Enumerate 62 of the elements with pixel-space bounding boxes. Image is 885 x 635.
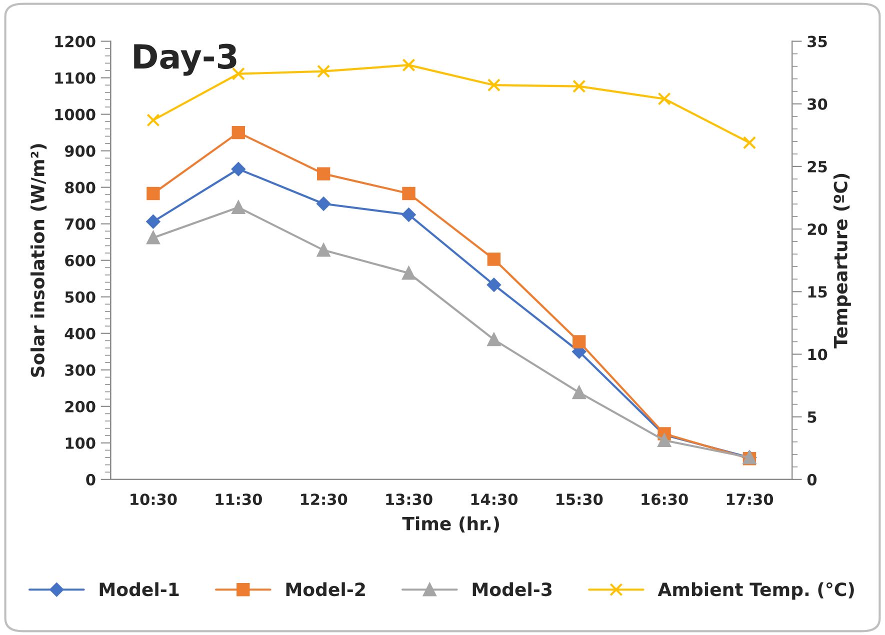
y-tick-label: 400 xyxy=(64,328,96,340)
point xyxy=(402,58,416,72)
x-tick-label: 13:30 xyxy=(386,494,432,506)
x-tick-label: 17:30 xyxy=(726,494,774,506)
y2-tick-label: 0 xyxy=(807,474,817,486)
legend-label: Model-3 xyxy=(472,582,552,596)
y2-tick-label: 35 xyxy=(808,36,827,48)
y2-tick-label: 30 xyxy=(808,98,828,110)
point xyxy=(402,186,416,200)
y-tick-label: 1000 xyxy=(55,108,96,120)
point xyxy=(146,114,160,127)
x-tick-label: 16:30 xyxy=(642,494,688,506)
point xyxy=(316,196,331,211)
y2-tick-label: 10 xyxy=(808,348,828,360)
y-tick-label: 500 xyxy=(65,291,96,303)
legend-label: Ambient Temp. (°C) xyxy=(658,582,854,600)
point xyxy=(316,64,330,78)
point xyxy=(232,200,245,214)
y-tick-label: 200 xyxy=(65,400,96,412)
y2-tick-label: 5 xyxy=(808,412,816,423)
chart-title: Day-3 xyxy=(134,44,236,76)
point xyxy=(402,208,416,222)
point xyxy=(658,434,671,447)
point xyxy=(231,162,246,176)
y-tick-label: 1200 xyxy=(55,36,96,48)
point xyxy=(572,335,586,348)
legend-label: Model-2 xyxy=(286,582,365,596)
x-tick-label: 11:30 xyxy=(216,494,262,506)
point xyxy=(487,252,501,266)
y-tick-label: 700 xyxy=(65,218,96,230)
legend-label: Model-1 xyxy=(100,582,179,596)
y2-axis-title: Tempearture (ºC) xyxy=(833,174,851,348)
y2-tick-label: 15 xyxy=(808,286,827,298)
x-axis-title: Time (hr.) xyxy=(402,516,499,533)
point xyxy=(146,214,160,229)
y2-tick-label: 25 xyxy=(808,160,827,172)
point xyxy=(487,278,501,292)
y-axis-title: Solar insolation (W/m²) xyxy=(30,144,47,377)
x-tick-label: 10:30 xyxy=(130,494,177,506)
point xyxy=(316,244,330,257)
y-tick-label: 1100 xyxy=(55,72,96,84)
point xyxy=(232,126,245,140)
y-tick-label: 600 xyxy=(65,254,96,266)
y-tick-label: 100 xyxy=(66,437,96,449)
point xyxy=(572,386,586,400)
x-tick-label: 14:30 xyxy=(471,494,518,506)
y-tick-label: 800 xyxy=(65,182,96,194)
x-tick-label: 15:30 xyxy=(556,494,603,506)
point xyxy=(316,167,330,180)
point xyxy=(487,78,501,92)
y-tick-label: 0 xyxy=(86,474,96,486)
point xyxy=(742,136,756,150)
point xyxy=(146,231,160,244)
point xyxy=(487,332,501,346)
point xyxy=(572,80,586,93)
y2-tick-label: 20 xyxy=(808,224,828,236)
y-tick-label: 900 xyxy=(64,145,96,157)
point xyxy=(146,186,160,200)
x-tick-label: 12:30 xyxy=(300,494,348,506)
point xyxy=(658,92,671,106)
y-tick-label: 300 xyxy=(65,364,96,376)
point xyxy=(402,266,416,280)
